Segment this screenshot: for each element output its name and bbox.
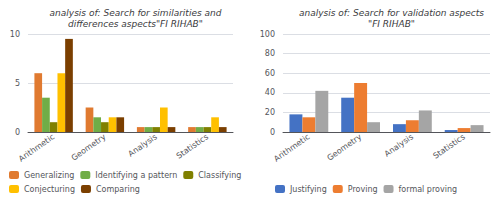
svg-text:100: 100 <box>260 30 275 39</box>
svg-text:differences aspects"FI RIHAB": differences aspects"FI RIHAB" <box>68 19 203 29</box>
svg-text:40: 40 <box>265 88 275 97</box>
svg-text:analysis of: Search for simila: analysis of: Search for similarities and <box>50 8 222 18</box>
svg-text:Arithmetic: Arithmetic <box>272 132 311 163</box>
svg-text:Geometry: Geometry <box>325 132 363 162</box>
svg-text:20: 20 <box>265 108 275 117</box>
svg-text:Classifying: Classifying <box>198 171 241 180</box>
svg-text:Comparing: Comparing <box>96 185 140 194</box>
svg-text:10: 10 <box>10 30 20 39</box>
svg-text:60: 60 <box>265 69 275 78</box>
svg-text:analysis of: Search for valida: analysis of: Search for validation aspec… <box>299 8 484 18</box>
svg-text:Analysis: Analysis <box>383 132 415 158</box>
svg-text:0: 0 <box>15 128 20 137</box>
svg-text:Justifying: Justifying <box>289 185 327 194</box>
svg-text:Arithmetic: Arithmetic <box>17 132 56 163</box>
svg-text:Statistics: Statistics <box>432 132 467 160</box>
svg-text:Geometry: Geometry <box>70 132 108 162</box>
svg-text:Proving: Proving <box>348 185 378 194</box>
svg-text:Conjecturing: Conjecturing <box>24 185 75 194</box>
svg-text:80: 80 <box>265 49 275 58</box>
svg-text:0: 0 <box>270 128 275 137</box>
svg-text:Analysis: Analysis <box>127 132 159 158</box>
svg-text:"FI RIHAB": "FI RIHAB" <box>368 19 415 29</box>
svg-text:Generalizing: Generalizing <box>24 171 74 180</box>
svg-text:Statistics: Statistics <box>175 132 210 160</box>
svg-text:5: 5 <box>15 79 20 88</box>
svg-text:Identifying a pattern: Identifying a pattern <box>95 171 177 180</box>
svg-text:formal proving: formal proving <box>399 185 458 194</box>
